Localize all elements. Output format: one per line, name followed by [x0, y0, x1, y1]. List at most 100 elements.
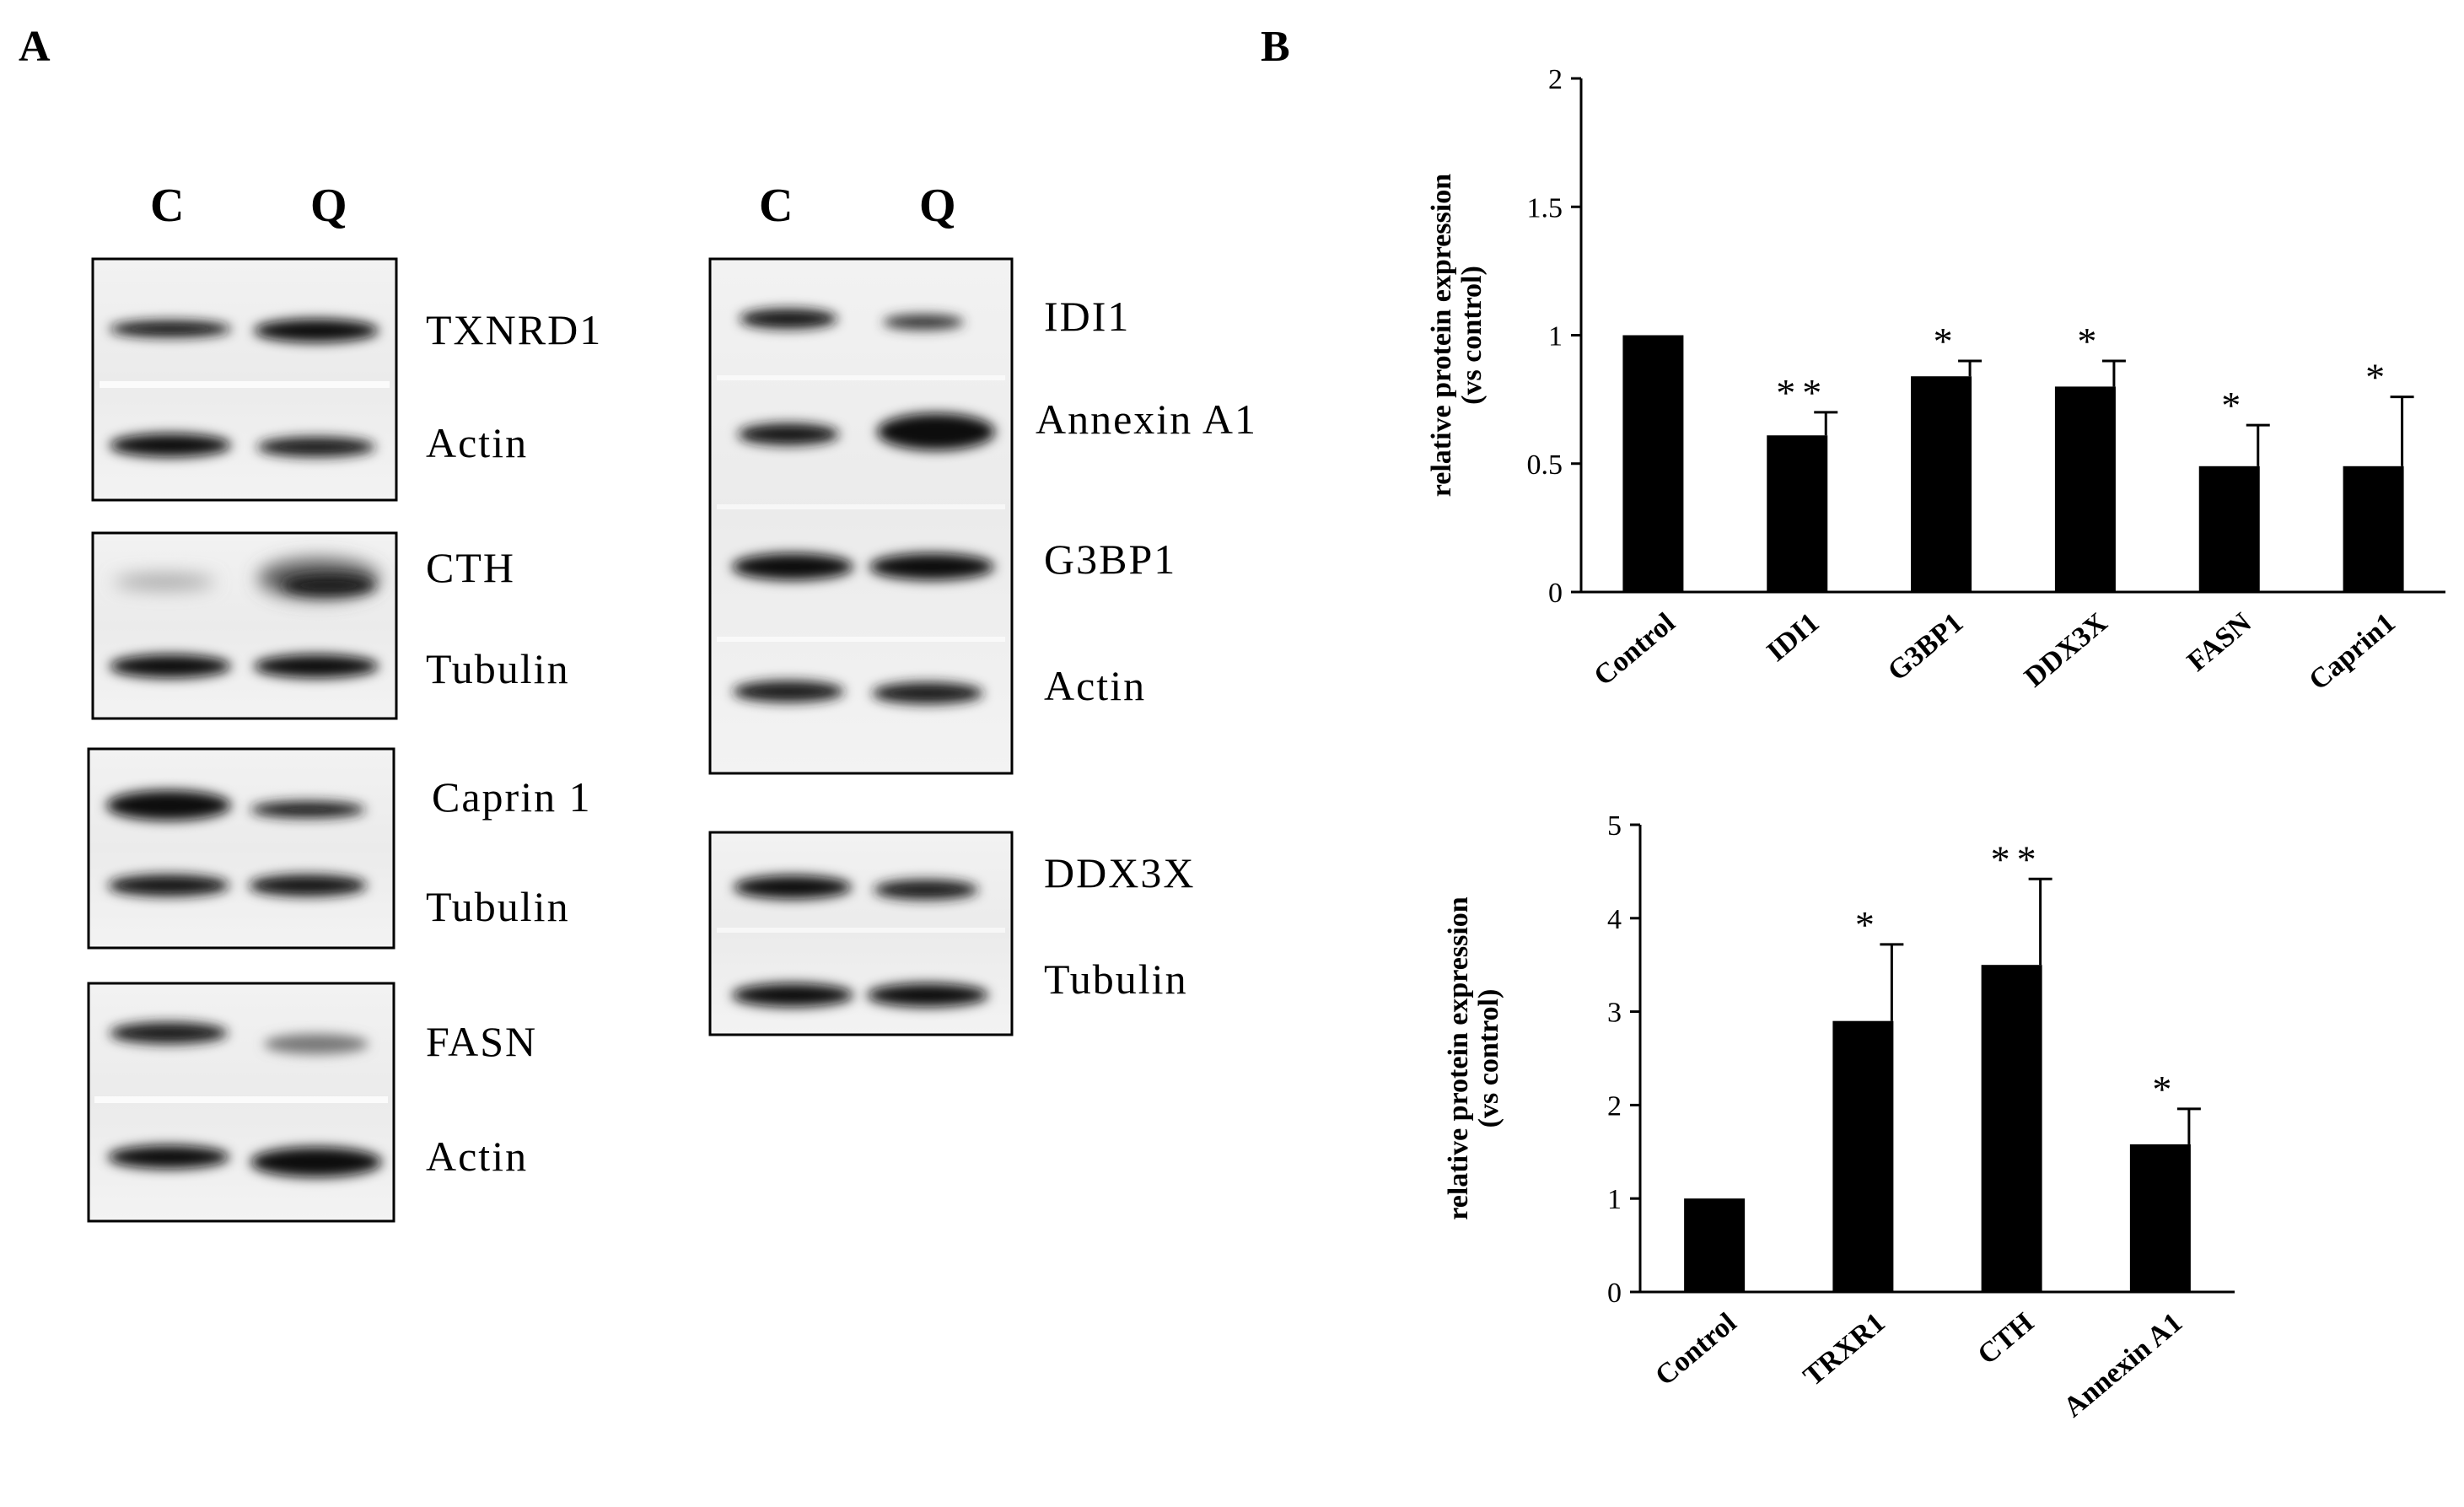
band — [114, 575, 215, 589]
band — [108, 1145, 229, 1169]
blot-txnrd1: TXNRD1 Actin — [91, 257, 602, 502]
lane-label-q-right: Q — [919, 180, 956, 232]
blot-label: FASN — [426, 1018, 537, 1065]
band — [738, 423, 839, 445]
x-category-label: G3BP1 — [1882, 607, 1969, 687]
blot-label: G3BP1 — [1044, 536, 1176, 583]
blot-label: Tubulin — [426, 883, 570, 930]
band — [106, 790, 231, 821]
panel-b-letter: B — [1261, 23, 1290, 71]
panel-a-letter: A — [19, 23, 51, 71]
y-axis-label: (vs control) — [1456, 266, 1488, 405]
bar — [1622, 335, 1684, 592]
significance-mark: * — [2077, 320, 2103, 363]
band — [867, 983, 988, 1007]
blot-label: TXNRD1 — [426, 306, 602, 353]
x-category-label: FASN — [2182, 607, 2257, 678]
band — [264, 1034, 369, 1054]
x-category-label: CTH — [1972, 1307, 2040, 1371]
blot-label: Annexin A1 — [1036, 396, 1257, 443]
significance-mark: * — [2365, 356, 2391, 399]
bar — [2129, 1144, 2191, 1292]
band — [110, 1022, 228, 1044]
y-tick-label: 5 — [1607, 810, 1622, 842]
y-tick-label: 0.5 — [1527, 449, 1563, 481]
band — [732, 983, 853, 1007]
significance-mark: ** — [1991, 837, 2043, 880]
blot-label: Actin — [426, 1133, 528, 1180]
x-category-label: IDI1 — [1761, 607, 1825, 668]
bar — [1981, 965, 2042, 1292]
panel-a: A C Q C Q TXNRD1 Actin CTH Tubulin — [19, 23, 1257, 1223]
y-tick-label: 3 — [1607, 998, 1622, 1029]
y-tick-label: 4 — [1607, 904, 1622, 935]
blot-fasn: FASN Actin — [87, 982, 537, 1223]
y-tick-label: 2 — [1548, 64, 1563, 95]
bar — [2054, 386, 2116, 592]
band — [254, 319, 379, 342]
y-tick-label: 0 — [1607, 1278, 1622, 1309]
bar — [1832, 1020, 1894, 1292]
significance-mark: ** — [1776, 371, 1828, 414]
significance-mark: * — [2152, 1068, 2178, 1111]
x-category-label: Caprin1 — [2303, 607, 2401, 697]
band — [282, 575, 375, 595]
blot-caprin1: Caprin 1 Tubulin — [87, 747, 592, 950]
band — [869, 553, 994, 580]
band — [740, 309, 837, 329]
bar — [2343, 466, 2404, 592]
y-tick-label: 1 — [1607, 1184, 1622, 1215]
blot-label: Tubulin — [426, 645, 570, 692]
blot-label: Actin — [1044, 662, 1146, 709]
blot-label: Caprin 1 — [432, 773, 592, 821]
x-category-label: Annexin A1 — [2058, 1307, 2188, 1424]
band — [108, 875, 229, 896]
x-category-label: TRXR1 — [1798, 1307, 1891, 1392]
significance-mark: * — [1855, 903, 1881, 946]
bar-chart-bottom: 0 1 2 3 4 5 relative protein expression (vs con… — [1443, 810, 2235, 1424]
x-category-label: Control — [1649, 1307, 1742, 1392]
band — [734, 875, 852, 899]
band — [874, 880, 978, 900]
lane-label-q-left: Q — [310, 180, 347, 232]
y-axis-label: relative protein expression — [1426, 174, 1457, 498]
blot-label: IDI1 — [1044, 293, 1130, 340]
blot-label: CTH — [426, 544, 515, 591]
bar — [1767, 435, 1828, 592]
y-tick-label: 2 — [1607, 1090, 1622, 1122]
band — [110, 320, 231, 337]
band — [110, 654, 231, 678]
band — [872, 682, 983, 704]
bar — [2198, 466, 2260, 592]
blot-label: Tubulin — [1044, 955, 1188, 1003]
band — [254, 654, 379, 678]
band — [733, 681, 844, 702]
band — [250, 1147, 382, 1177]
band — [883, 315, 964, 330]
blot-idi1-group: IDI1 Annexin A1 G3BP1 Actin — [708, 257, 1257, 775]
band — [257, 437, 375, 457]
blot-label: DDX3X — [1044, 849, 1195, 896]
band — [732, 553, 853, 580]
y-tick-label: 0 — [1548, 578, 1563, 609]
y-axis-label: (vs control) — [1473, 989, 1504, 1128]
band — [110, 433, 231, 457]
y-axis-label: relative protein expression — [1443, 896, 1474, 1220]
blot-cth: CTH Tubulin — [91, 531, 570, 720]
band — [249, 875, 367, 896]
y-tick-label: 1.5 — [1527, 192, 1563, 223]
lane-label-c-right: C — [759, 180, 793, 232]
lane-label-c-left: C — [150, 180, 184, 232]
band — [250, 801, 365, 818]
blot-ddx3x: DDX3X Tubulin — [708, 831, 1195, 1036]
significance-mark: * — [1934, 320, 1960, 363]
x-category-label: DDX3X — [2019, 607, 2113, 694]
bar-chart-top: 0 0.5 1 1.5 2 relative protein expression (vs … — [1426, 64, 2445, 697]
bar — [1911, 376, 1972, 592]
band — [877, 413, 995, 450]
significance-mark: * — [2221, 384, 2247, 427]
blot-label: Actin — [426, 419, 528, 466]
x-category-label: Control — [1588, 607, 1681, 692]
